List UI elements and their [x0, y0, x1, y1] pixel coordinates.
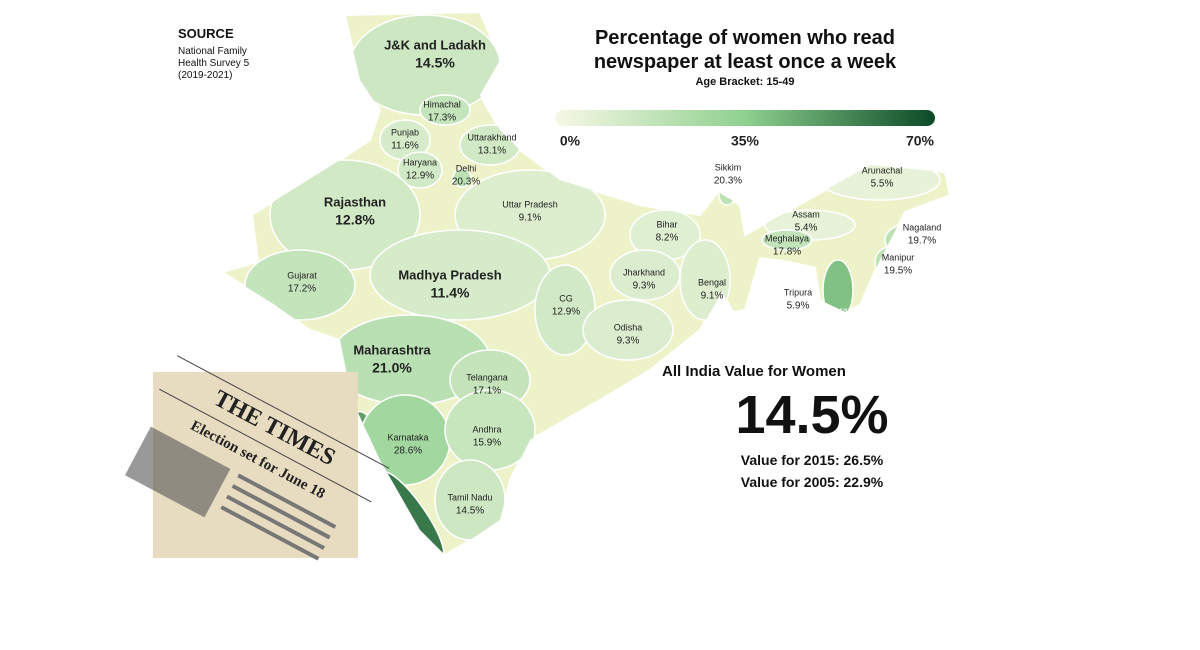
- state-region: [452, 168, 472, 188]
- state-value: 17.1%: [473, 386, 501, 397]
- legend-tick-label: 35%: [731, 133, 760, 149]
- source-text: National Family Health Survey 5 (2019-20…: [178, 46, 250, 81]
- state-name: Gujarat: [287, 270, 317, 280]
- state-value: 28.6%: [394, 446, 422, 457]
- state-name: Himachal: [423, 99, 461, 109]
- subtitle: Age Bracket: 15-49: [695, 76, 795, 88]
- state-value: 5.9%: [787, 301, 810, 312]
- state-name: Odisha: [614, 322, 643, 332]
- state-name: Manipur: [882, 252, 915, 262]
- legend-tick-label: 0%: [560, 133, 581, 149]
- legend-tick-label: 70%: [906, 133, 935, 149]
- state-name: Tamil Nadu: [447, 492, 492, 502]
- summary-2005: Value for 2005: 22.9%: [740, 474, 884, 490]
- state-value: 15.9%: [473, 438, 501, 449]
- state-value: 11.6%: [391, 141, 419, 152]
- state-name: Rajasthan: [324, 194, 386, 209]
- state-value: 17.8%: [773, 247, 801, 258]
- state-name: Kerala: [379, 517, 405, 527]
- rule: [176, 355, 390, 469]
- state-name: Telangana: [466, 372, 508, 382]
- state-value: 5.5%: [871, 179, 894, 190]
- state-value: 58.0%: [378, 531, 406, 542]
- state-name: Punjab: [391, 127, 419, 137]
- state-name: Assam: [792, 209, 820, 219]
- state-value: 14.5%: [456, 506, 484, 517]
- rule: [159, 388, 372, 503]
- state-name: Andhra: [472, 424, 501, 434]
- state-name: Uttarakhand: [467, 132, 516, 142]
- state-value: 20.3%: [452, 177, 480, 188]
- state-region: [761, 229, 813, 251]
- summary-2015: Value for 2015: 26.5%: [740, 452, 884, 468]
- photo: [125, 426, 231, 518]
- state-value: 12.9%: [406, 171, 434, 182]
- state-value: 8.2%: [656, 233, 679, 244]
- source-heading: SOURCE: [178, 26, 234, 41]
- state-name: Bengal: [698, 277, 726, 287]
- state-region: [718, 184, 736, 206]
- state-region: [397, 151, 443, 189]
- state-name: CG: [559, 293, 573, 303]
- state-value: 21.0%: [372, 360, 412, 376]
- state-value: 20.3%: [714, 176, 742, 187]
- state-value: 12.8%: [335, 212, 375, 228]
- title: Percentage of women who read newspaper a…: [593, 27, 897, 73]
- state-value: 12.9%: [552, 307, 580, 318]
- column: [220, 505, 320, 561]
- legend-bar: [555, 110, 935, 126]
- state-name: Maharashtra: [353, 342, 431, 357]
- state-name: Bihar: [656, 219, 677, 229]
- summary-value: 14.5%: [735, 385, 889, 445]
- state-name: Tripura: [784, 287, 812, 297]
- state-value: 9.3%: [617, 336, 640, 347]
- column: [231, 484, 331, 540]
- state-value: 11.4%: [431, 285, 470, 301]
- state-value: 19.7%: [908, 236, 936, 247]
- state-value: 14.5%: [415, 55, 455, 71]
- state-name: Nagaland: [903, 222, 942, 232]
- state-region: [582, 299, 674, 361]
- state-value: 38.6%: [824, 319, 852, 330]
- state-region: [244, 249, 356, 321]
- state-value: 13.1%: [478, 146, 506, 157]
- state-value: 5.4%: [795, 223, 818, 234]
- state-name: Madhya Pradesh: [398, 267, 501, 282]
- column: [237, 473, 337, 529]
- state-name: Arunachal: [862, 165, 903, 175]
- column: [225, 494, 325, 550]
- state-region: [434, 459, 506, 541]
- state-name: Jharkhand: [623, 267, 665, 277]
- state-value: 9.1%: [701, 291, 724, 302]
- state-name: Meghalaya: [765, 233, 809, 243]
- state-name: Sikkim: [715, 162, 742, 172]
- state-name: Uttar Pradesh: [502, 199, 558, 209]
- summary-heading: All India Value for Women: [662, 363, 846, 380]
- state-name: Haryana: [403, 157, 437, 167]
- state-name: Delhi: [456, 163, 477, 173]
- state-region: [419, 94, 471, 126]
- state-value: 17.3%: [428, 113, 456, 124]
- state-value: 9.1%: [519, 213, 542, 224]
- state-name: Karnataka: [387, 432, 428, 442]
- state-value: 9.3%: [633, 281, 656, 292]
- newspaper: THE TIMES Election set for June 18: [125, 355, 390, 561]
- state-name: Mizoram: [821, 305, 856, 315]
- state-value: 19.5%: [884, 266, 912, 277]
- state-value: 17.2%: [288, 284, 316, 295]
- state-name: J&K and Ladakh: [384, 37, 486, 52]
